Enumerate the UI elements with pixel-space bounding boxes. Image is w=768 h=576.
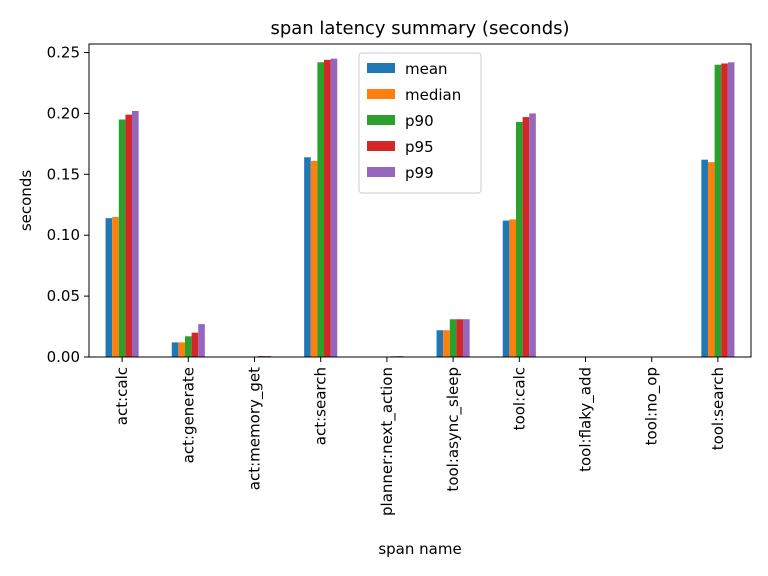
x-tick-label: act:calc — [113, 367, 131, 425]
legend-swatch-p95 — [367, 141, 395, 151]
bar-p95 — [456, 319, 464, 357]
y-tick-label: 0.05 — [47, 287, 80, 305]
legend-swatch-median — [367, 89, 395, 99]
x-tick-label: tool:calc — [510, 367, 528, 430]
bar-group-act-search — [304, 58, 338, 358]
bar-group-act-generate — [171, 324, 205, 357]
bar-median — [178, 342, 185, 357]
x-axis: act:calc act:generate act:memory_get act:se… — [113, 357, 727, 516]
legend-label-mean: mean — [405, 60, 448, 78]
bar-p90 — [714, 64, 722, 357]
bar-mean — [105, 218, 113, 357]
bar-p95 — [721, 63, 728, 358]
x-tick-label: act:memory_get — [246, 367, 265, 490]
bar-group-tool-async-sleep — [436, 319, 470, 357]
bar-median — [707, 162, 715, 357]
legend-label-p99: p99 — [405, 164, 434, 182]
bar-group-tool-search — [701, 62, 735, 358]
y-axis: 0.00 0.05 0.10 0.15 0.20 0.25 — [47, 44, 89, 366]
legend-swatch-mean — [367, 63, 395, 73]
bar-p99 — [463, 319, 470, 357]
x-axis-label: span name — [378, 540, 461, 558]
x-tick-label: tool:search — [709, 367, 727, 450]
bar-mean — [502, 220, 510, 357]
bar-mean — [304, 157, 311, 357]
legend-label-median: median — [405, 86, 461, 104]
y-axis-label: seconds — [17, 170, 35, 231]
bar-p99 — [132, 110, 139, 357]
legend-swatch-p99 — [367, 167, 395, 177]
legend-label-p90: p90 — [405, 112, 434, 130]
chart-title: span latency summary (seconds) — [270, 18, 569, 39]
bar-p95 — [191, 332, 199, 357]
legend-label-p95: p95 — [405, 138, 434, 156]
y-tick-label: 0.20 — [47, 104, 80, 122]
x-tick-label: tool:async_sleep — [444, 367, 463, 492]
bar-mean — [436, 330, 444, 357]
bar-mean — [171, 342, 179, 357]
bar-p90 — [317, 62, 325, 358]
legend-swatch-p90 — [367, 115, 395, 125]
x-tick-label: tool:flaky_add — [577, 367, 596, 472]
y-tick-label: 0.25 — [47, 44, 80, 62]
bar-mean — [701, 159, 708, 357]
x-tick-label: act:search — [312, 367, 330, 445]
bar-p95 — [125, 114, 133, 357]
bar-p95 — [522, 117, 530, 357]
x-tick-label: tool:no_op — [643, 367, 662, 445]
bar-p99 — [198, 324, 205, 357]
bar-group-tool-calc — [502, 113, 536, 357]
bar-p90 — [118, 119, 126, 357]
bar-p99 — [529, 113, 536, 357]
bar-p95 — [324, 59, 331, 357]
y-tick-label: 0.10 — [47, 226, 80, 244]
y-tick-label: 0.15 — [47, 165, 80, 183]
bar-median — [310, 160, 318, 357]
bar-median — [443, 330, 450, 357]
x-tick-label: act:generate — [179, 367, 197, 463]
x-tick-label: planner:next_action — [378, 367, 397, 516]
bars-group — [105, 58, 735, 358]
bar-p90 — [515, 121, 523, 357]
bar-p99 — [727, 62, 735, 358]
legend: mean median p90 p95 p99 — [358, 52, 482, 194]
bar-p90 — [184, 336, 192, 357]
plot-frame — [88, 43, 752, 358]
bar-p99 — [330, 58, 338, 358]
bar-median — [112, 216, 119, 357]
bar-median — [509, 219, 516, 357]
bar-group-act-calc — [105, 110, 139, 357]
y-tick-label: 0.00 — [47, 348, 80, 366]
legend-box — [358, 52, 482, 194]
bar-p90 — [449, 319, 457, 357]
